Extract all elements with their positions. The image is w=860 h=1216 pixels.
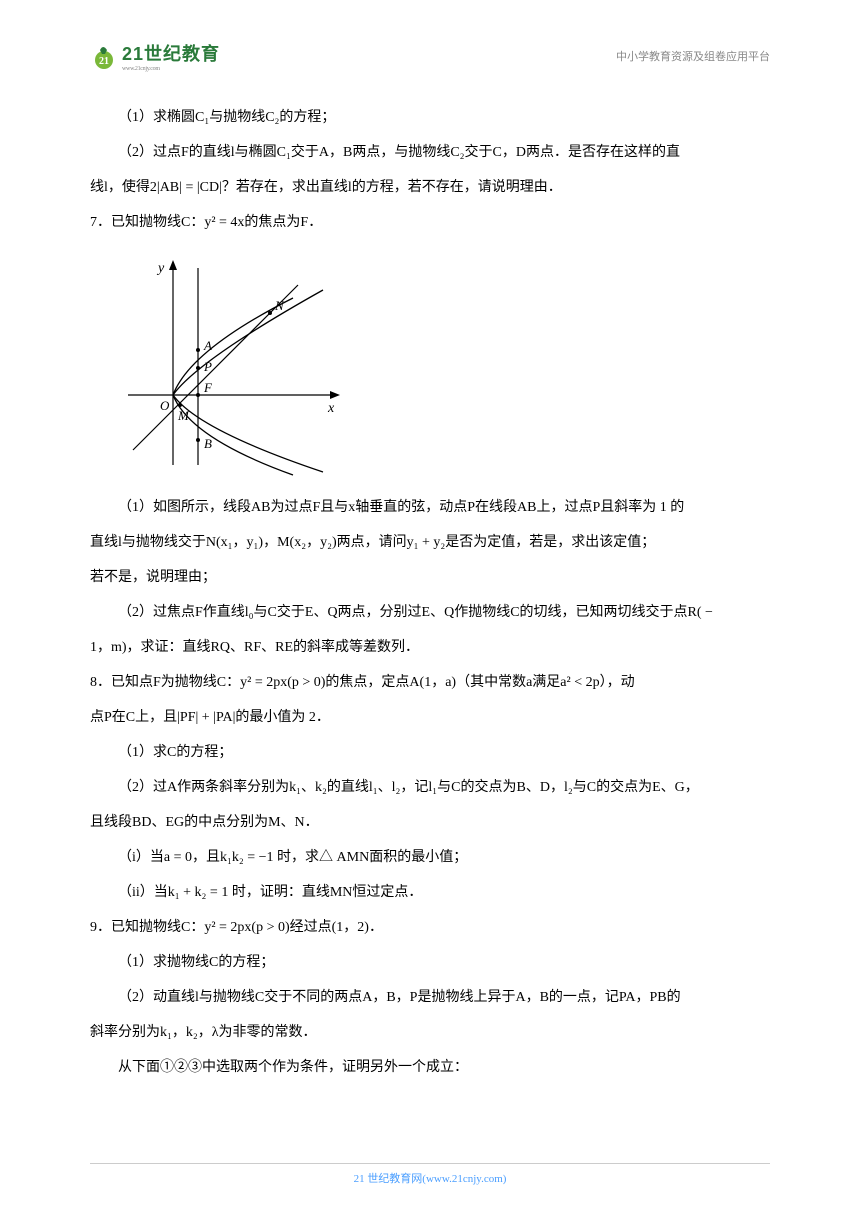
text-line: （1）求C的方程； (90, 735, 770, 770)
logo: 21 21世纪教育 www.21cnjy.com (90, 40, 220, 72)
svg-text:21: 21 (99, 56, 109, 67)
text-line: （1）如图所示，线段AB为过点F且与x轴垂直的弦，动点P在线段AB上，过点P且斜… (90, 490, 770, 525)
svg-text:A: A (203, 338, 212, 353)
footer-text: 21 世纪教育网(www.21cnjy.com) (354, 1173, 507, 1185)
svg-text:x: x (327, 401, 335, 416)
text-line: （2）过点F的直线l与椭圆C₁交于A，B两点，与抛物线C₂交于C，D两点．是否存… (90, 135, 770, 170)
text-line: （2）过A作两条斜率分别为k₁、k₂的直线l₁、l₂，记l₁与C的交点为B、D，… (90, 770, 770, 805)
text-line: 7．已知抛物线C：y² = 4x的焦点为F． (90, 205, 770, 240)
svg-text:M: M (177, 408, 190, 423)
text-line: 1，m)，求证：直线RQ、RF、RE的斜率成等差数列． (90, 630, 770, 665)
logo-main-text: 21世纪教育 (122, 40, 220, 66)
text-line: 8．已知点F为抛物线C：y² = 2px(p > 0)的焦点，定点A(1，a)（… (90, 665, 770, 700)
text-line: 9．已知抛物线C：y² = 2px(p > 0)经过点(1，2)． (90, 910, 770, 945)
page-header: 21 21世纪教育 www.21cnjy.com 中小学教育资源及组卷应用平台 (90, 40, 770, 76)
text-line: 若不是，说明理由； (90, 560, 770, 595)
document-content: （1）求椭圆C₁与抛物线C₂的方程； （2）过点F的直线l与椭圆C₁交于A，B两… (90, 100, 770, 1085)
svg-text:B: B (204, 436, 212, 451)
svg-text:y: y (156, 261, 165, 276)
text-line: （ii）当k₁ + k₂ = 1 时，证明：直线MN恒过定点． (90, 875, 770, 910)
page-footer: 21 世纪教育网(www.21cnjy.com) (90, 1163, 770, 1186)
text-line: 斜率分别为k₁，k₂，λ为非零的常数． (90, 1015, 770, 1050)
parabola-diagram: y x O F A P B (118, 250, 348, 480)
text-line: 直线l与抛物线交于N(x₁，y₁)，M(x₂，y₂)两点，请问y₁ + y₂是否… (90, 525, 770, 560)
text-line: （i）当a = 0，且k₁k₂ = −1 时，求△ AMN面积的最小值； (90, 840, 770, 875)
svg-text:O: O (160, 398, 170, 413)
header-right-text: 中小学教育资源及组卷应用平台 (616, 48, 770, 64)
logo-sub-text: www.21cnjy.com (122, 66, 220, 72)
text-line: 线l，使得2|AB| = |CD|？若存在，求出直线l的方程，若不存在，请说明理… (90, 170, 770, 205)
logo-text: 21世纪教育 www.21cnjy.com (122, 40, 220, 72)
text-line: 从下面①②③中选取两个作为条件，证明另外一个成立： (90, 1050, 770, 1085)
text-line: （1）求抛物线C的方程； (90, 945, 770, 980)
text-line: （2）过焦点F作直线l₀与C交于E、Q两点，分别过E、Q作抛物线C的切线，已知两… (90, 595, 770, 630)
svg-text:N: N (274, 298, 285, 313)
logo-icon: 21 (90, 42, 118, 70)
text-line: （2）动直线l与抛物线C交于不同的两点A，B，P是抛物线上异于A，B的一点，记P… (90, 980, 770, 1015)
svg-text:F: F (203, 380, 213, 395)
svg-text:P: P (203, 359, 212, 374)
text-line: （1）求椭圆C₁与抛物线C₂的方程； (90, 100, 770, 135)
text-line: 点P在C上，且|PF| + |PA|的最小值为 2． (90, 700, 770, 735)
text-line: 且线段BD、EG的中点分别为M、N． (90, 805, 770, 840)
